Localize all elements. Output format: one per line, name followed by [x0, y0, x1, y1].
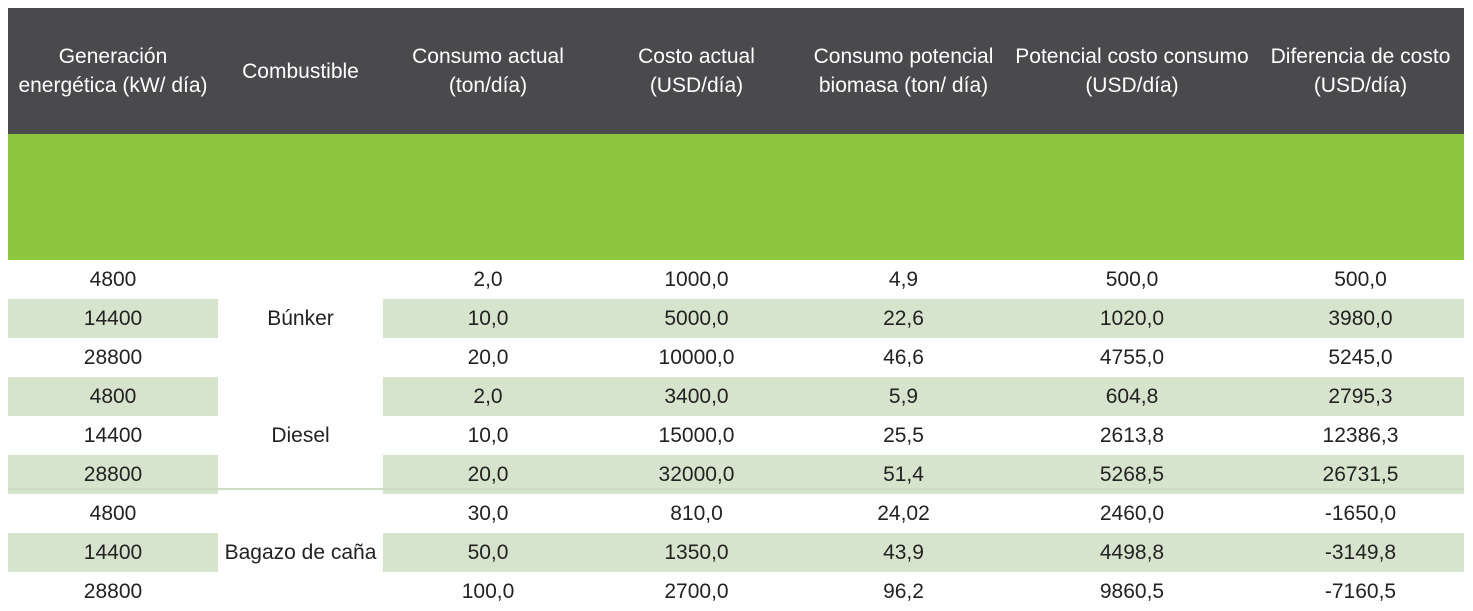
table-body: 4800 Búnker 2,0 1000,0 4,9 500,0 500,0 1…	[8, 260, 1464, 611]
cell-combustible-diesel: Diesel	[218, 377, 383, 494]
cell-consumo-biomasa: 4,9	[800, 260, 1007, 299]
cell-consumo-actual: 10,0	[383, 416, 593, 455]
table-row: 4800 Búnker 2,0 1000,0 4,9 500,0 500,0	[8, 260, 1464, 377]
header-costo-actual: Costo actual (USD/día)	[593, 8, 800, 134]
cell-diferencia-costo: -1650,0	[1257, 494, 1464, 533]
cell-generacion: 4800	[8, 260, 218, 299]
cell-costo-actual: 10000,0	[593, 338, 800, 377]
cell-consumo-biomasa: 43,9	[800, 533, 1007, 572]
header-generacion: Generación energética (kW/ día)	[8, 8, 218, 134]
cell-costo-actual: 2700,0	[593, 572, 800, 611]
cell-consumo-actual: 2,0	[383, 377, 593, 416]
cell-potencial-costo: 4498,8	[1007, 533, 1257, 572]
cell-diferencia-costo: 3980,0	[1257, 299, 1464, 338]
cell-consumo-actual: 50,0	[383, 533, 593, 572]
cell-potencial-costo: 5268,5	[1007, 455, 1257, 494]
cell-generacion: 28800	[8, 338, 218, 377]
cell-consumo-actual: 20,0	[383, 455, 593, 494]
cell-potencial-costo: 500,0	[1007, 260, 1257, 299]
cell-consumo-actual: 2,0	[383, 260, 593, 299]
cell-generacion: 28800	[8, 572, 218, 611]
cell-costo-actual: 32000,0	[593, 455, 800, 494]
cell-costo-actual: 1000,0	[593, 260, 800, 299]
cell-costo-actual: 3400,0	[593, 377, 800, 416]
table-row: 28800 20,0 10000,0 46,6 4755,0 5245,0	[8, 338, 1464, 377]
cell-costo-actual: 1350,0	[593, 533, 800, 572]
table-row: 28800 20,0 32000,0 51,4 5268,5 26731,5	[8, 455, 1464, 494]
cell-diferencia-costo: 2795,3	[1257, 377, 1464, 416]
fuel-comparison-table: Generación energética (kW/ día) Combusti…	[8, 8, 1464, 611]
cell-consumo-actual: 30,0	[383, 494, 593, 533]
header-combustible: Combustible	[218, 8, 383, 134]
cell-consumo-biomasa: 5,9	[800, 377, 1007, 416]
cell-diferencia-costo: 5245,0	[1257, 338, 1464, 377]
cell-consumo-biomasa: 24,02	[800, 494, 1007, 533]
cell-costo-actual: 5000,0	[593, 299, 800, 338]
cell-potencial-costo: 2613,8	[1007, 416, 1257, 455]
cell-costo-actual: 15000,0	[593, 416, 800, 455]
cell-consumo-biomasa: 22,6	[800, 299, 1007, 338]
cell-consumo-actual: 100,0	[383, 572, 593, 611]
table-row: 14400 10,0 15000,0 25,5 2613,8 12386,3	[8, 416, 1464, 455]
header-diferencia-costo: Diferencia de costo (USD/día)	[1257, 8, 1464, 134]
table-header: Generación energética (kW/ día) Combusti…	[8, 8, 1464, 260]
cell-potencial-costo: 604,8	[1007, 377, 1257, 416]
table-row: 4800 Bagazo de caña 30,0 810,0 24,02 246…	[8, 494, 1464, 611]
cell-combustible-bagazo: Bagazo de caña	[218, 494, 383, 611]
header-accent-line	[8, 134, 1464, 260]
cell-consumo-biomasa: 46,6	[800, 338, 1007, 377]
table-row: 4800 Diesel 2,0 3400,0 5,9 604,8 2795,3	[8, 377, 1464, 494]
cell-generacion: 28800	[8, 455, 218, 494]
cell-potencial-costo: 1020,0	[1007, 299, 1257, 338]
cell-combustible-bunker: Búnker	[218, 260, 383, 377]
cell-potencial-costo: 2460,0	[1007, 494, 1257, 533]
cell-generacion: 4800	[8, 494, 218, 533]
cell-potencial-costo: 9860,5	[1007, 572, 1257, 611]
header-potencial-costo: Potencial costo consumo (USD/día)	[1007, 8, 1257, 134]
cell-diferencia-costo: 12386,3	[1257, 416, 1464, 455]
cell-consumo-actual: 10,0	[383, 299, 593, 338]
cell-generacion: 14400	[8, 299, 218, 338]
cell-consumo-actual: 20,0	[383, 338, 593, 377]
cell-consumo-biomasa: 51,4	[800, 455, 1007, 494]
cell-generacion: 14400	[8, 533, 218, 572]
fuel-comparison-table-container: Generación energética (kW/ día) Combusti…	[8, 8, 1464, 611]
header-consumo-biomasa: Consumo potencial biomasa (ton/ día)	[800, 8, 1007, 134]
cell-generacion: 4800	[8, 377, 218, 416]
cell-consumo-biomasa: 25,5	[800, 416, 1007, 455]
header-consumo-actual: Consumo actual (ton/día)	[383, 8, 593, 134]
cell-diferencia-costo: -3149,8	[1257, 533, 1464, 572]
cell-potencial-costo: 4755,0	[1007, 338, 1257, 377]
cell-consumo-biomasa: 96,2	[800, 572, 1007, 611]
cell-diferencia-costo: -7160,5	[1257, 572, 1464, 611]
table-bottom-border	[8, 488, 1464, 490]
cell-diferencia-costo: 26731,5	[1257, 455, 1464, 494]
cell-costo-actual: 810,0	[593, 494, 800, 533]
cell-diferencia-costo: 500,0	[1257, 260, 1464, 299]
cell-generacion: 14400	[8, 416, 218, 455]
table-row: 14400 10,0 5000,0 22,6 1020,0 3980,0	[8, 299, 1464, 338]
